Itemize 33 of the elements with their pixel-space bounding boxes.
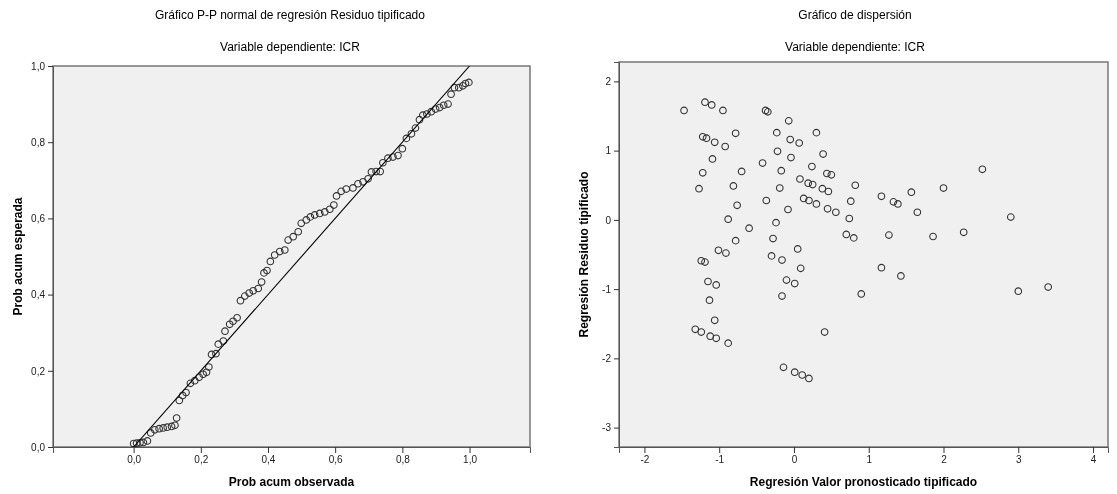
chart-subtitle: Variable dependiente: ICR	[785, 40, 926, 54]
chart-title: Gráfico P-P normal de regresión Residuo tipificado	[155, 8, 426, 22]
y-tick-label: -3	[602, 422, 612, 434]
y-tick-label: 1,0	[31, 60, 46, 72]
chart-subtitle: Variable dependiente: ICR	[220, 40, 361, 54]
x-axis-title: Regresión Valor pronosticado tipificado	[749, 475, 978, 489]
x-tick-label: 1,0	[463, 454, 478, 466]
y-tick-label: 2	[605, 76, 612, 88]
x-tick-label: 2	[941, 454, 948, 466]
y-tick-label: 0,8	[31, 136, 46, 148]
x-tick-label: 0,4	[261, 454, 276, 466]
x-tick-label: 1	[866, 454, 873, 466]
x-tick-label: 0,8	[395, 454, 411, 466]
y-tick-label: 1	[605, 145, 612, 157]
y-tick-label: 0,6	[31, 213, 46, 225]
x-tick-label: 3	[1015, 454, 1022, 466]
x-tick-label: -1	[715, 454, 725, 466]
y-tick-label: 0	[605, 214, 612, 226]
x-tick-label: 0	[791, 454, 798, 466]
y-tick-label: 0,2	[31, 365, 46, 377]
x-tick-label: -2	[640, 454, 650, 466]
x-tick-label: 4	[1090, 454, 1097, 466]
y-axis-title: Prob acum esperada	[11, 197, 25, 316]
y-tick-label: 0,0	[31, 441, 46, 453]
y-tick-label: -2	[602, 353, 612, 365]
x-axis-title: Prob acum observada	[228, 475, 355, 489]
y-axis-title: Regresión Residuo tipificado	[577, 171, 591, 338]
y-tick-label: 0,4	[31, 289, 46, 301]
x-tick-label: 0,6	[328, 454, 344, 466]
y-tick-label: -1	[602, 283, 612, 295]
chart-title: Gráfico de dispersión	[798, 8, 912, 22]
x-tick-label: 0,2	[194, 454, 209, 466]
x-tick-label: 0,0	[127, 454, 142, 466]
